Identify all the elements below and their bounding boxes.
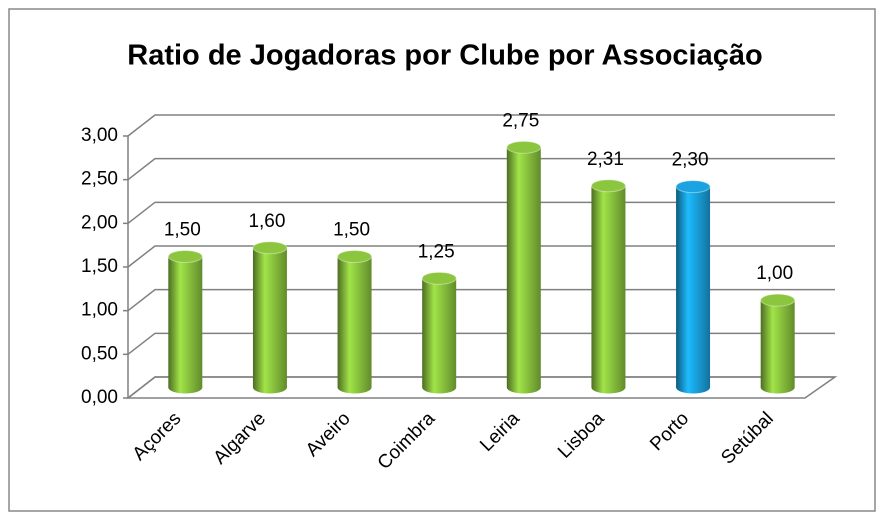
y-tick-label: 1,00 [81, 300, 118, 321]
bar-top [760, 293, 796, 307]
bar [252, 247, 287, 388]
bar-top [506, 140, 542, 154]
value-label: 1,25 [418, 241, 455, 262]
bar-top [167, 250, 203, 263]
bar-top [337, 250, 373, 263]
value-label: 2,75 [502, 110, 539, 131]
grid-line [127, 114, 835, 137]
value-label: 2,31 [587, 149, 624, 170]
y-tick-label: 1,50 [81, 256, 118, 277]
value-label: 2,30 [672, 150, 709, 171]
bar-top [590, 179, 626, 193]
value-label: 1,50 [164, 220, 201, 241]
y-tick-label: 2,50 [81, 169, 118, 190]
bar-top [675, 180, 711, 194]
bar [676, 186, 711, 388]
bar-top [421, 271, 457, 285]
bar [591, 185, 626, 388]
bar [422, 278, 457, 388]
chart-title: Ratio de Jogadoras por Clube por Associa… [127, 40, 762, 72]
y-tick-label: 3,00 [81, 125, 118, 146]
y-tick-label: 2,00 [81, 212, 118, 233]
value-label: 1,00 [756, 263, 793, 284]
y-tick-label: 0,50 [81, 343, 118, 364]
bar [760, 300, 795, 388]
chart-border [8, 8, 876, 512]
value-label: 1,50 [333, 220, 370, 241]
grid-line [127, 157, 835, 181]
bar [337, 256, 372, 388]
bar-top [252, 241, 288, 255]
bar [506, 147, 541, 388]
y-tick-label: 0,00 [81, 387, 118, 408]
bar [168, 256, 203, 388]
value-label: 1,60 [248, 211, 285, 232]
